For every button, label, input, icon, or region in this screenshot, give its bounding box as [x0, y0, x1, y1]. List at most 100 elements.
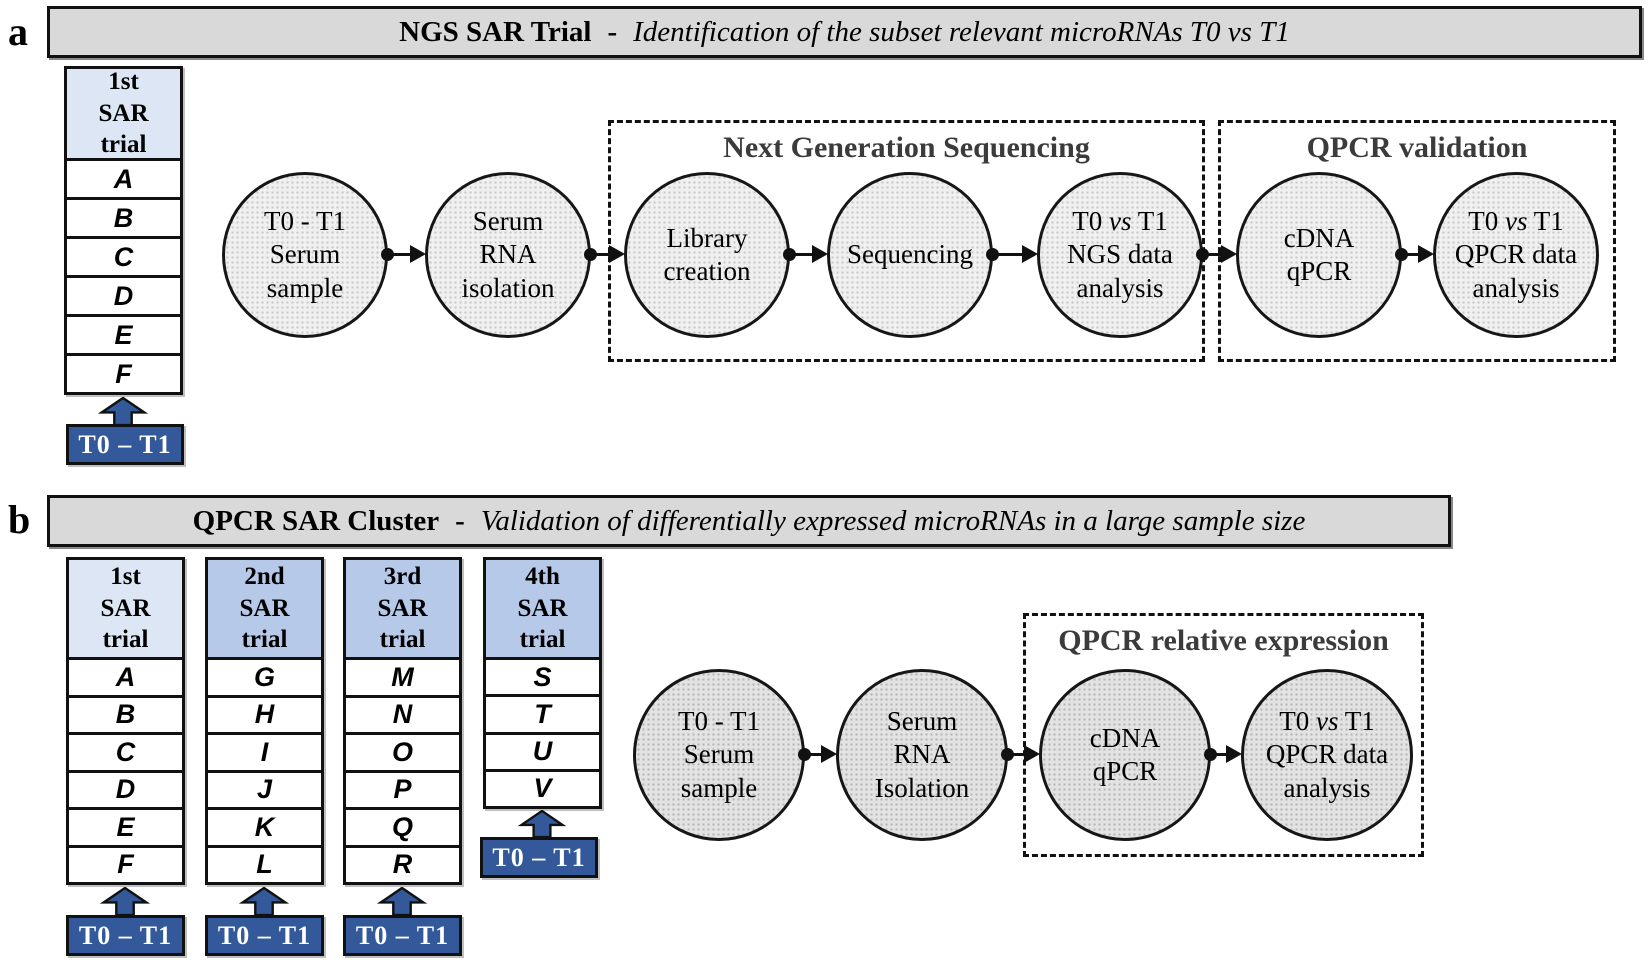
- flow-step-label-line: analysis: [1472, 272, 1560, 303]
- flow-step-label-line: qPCR: [1286, 256, 1352, 286]
- t0t1-tag-b1: T0 – T1: [66, 915, 185, 956]
- trial-row-letter: F: [115, 358, 132, 389]
- trial-row: A: [67, 161, 180, 200]
- flow-step-label-line: cDNA: [1283, 222, 1355, 253]
- trial-row: M: [346, 660, 459, 698]
- flow-connector-arrow: [584, 245, 625, 263]
- flow-step-cdna-qpcr-a: cDNA qPCR: [1236, 172, 1402, 338]
- flow-step-serum-sample-a: T0 - T1 Serum sample: [222, 172, 388, 338]
- trial-row-letter: E: [114, 319, 133, 350]
- trial-row-letter: M: [391, 661, 414, 692]
- flow-step-label-line: isolation: [461, 272, 555, 303]
- trial-row: V: [486, 771, 599, 806]
- flow-step-label-line: Serum: [472, 205, 544, 236]
- flow-step-label-line: RNA: [479, 239, 537, 270]
- panel-b-title-bold: QPCR SAR Cluster: [192, 504, 440, 537]
- flow-connector-arrow: [986, 245, 1038, 263]
- trial-column-header: 1st SAR trial: [69, 560, 182, 660]
- trial-row-letter: G: [253, 661, 275, 692]
- t0t1-tag-a: T0 – T1: [66, 424, 184, 465]
- trial-row-letter: D: [113, 280, 134, 311]
- trial-row: J: [208, 772, 321, 810]
- flow-connector-arrow: [381, 245, 426, 263]
- flow-step-label-line: T0 vs T1: [1468, 205, 1564, 236]
- group-title-ngs: Next Generation Sequencing: [723, 131, 1090, 164]
- trial-row-letter: N: [392, 699, 413, 730]
- flow-step-label-line: qPCR: [1092, 756, 1158, 786]
- flow-step-library-creation: Library creation: [624, 172, 790, 338]
- trial-row: C: [67, 239, 180, 278]
- flow-step-label-line: QPCR data: [1454, 239, 1578, 270]
- panel-b-title-italic: Validation of differentially expressed m…: [480, 504, 1306, 537]
- trial-header-line: trial: [241, 626, 288, 654]
- flow-step-label-line: cDNA: [1089, 722, 1161, 753]
- group-title-qpcr-relative-expression: QPCR relative expression: [1058, 624, 1389, 657]
- up-arrow-icon: [97, 397, 149, 426]
- flow-step-label-line: QPCR data: [1265, 739, 1389, 770]
- trial-row: F: [69, 847, 182, 882]
- flow-step-label-line: NGS data: [1067, 239, 1173, 270]
- panel-a-title-bar: NGS SAR Trial - Identification of the su…: [47, 6, 1642, 58]
- group-title-qpcr-validation: QPCR validation: [1306, 131, 1528, 164]
- trial-row: D: [69, 772, 182, 810]
- trial-row-letter: U: [532, 736, 553, 767]
- trial-row: N: [346, 697, 459, 735]
- trial-row: D: [67, 278, 180, 317]
- trial-row-letter: D: [115, 774, 136, 805]
- trial-header-line: trial: [100, 131, 147, 159]
- group-box-ngs: Next Generation Sequencing: [608, 120, 1205, 362]
- panel-a-title-italic: Identification of the subset relevant mi…: [633, 15, 1290, 48]
- flow-step-label-line: T0 - T1: [264, 205, 346, 236]
- trial-column-header: 1st SAR trial: [67, 68, 180, 161]
- trial-row-letter: K: [254, 811, 275, 842]
- trial-row-letter: J: [256, 774, 273, 805]
- flow-step-rna-isolation-b: Serum RNA Isolation: [836, 669, 1008, 841]
- flow-step-rna-isolation-a: Serum RNA isolation: [425, 172, 591, 338]
- flow-step-ngs-analysis: T0 vs T1 NGS data analysis: [1037, 172, 1203, 338]
- up-arrow-icon: [517, 810, 567, 838]
- flow-step-serum-sample-b: T0 - T1 Serum sample: [633, 669, 805, 841]
- trial-row-letter: B: [115, 699, 136, 730]
- trial-row-letter: C: [115, 736, 136, 767]
- trial-row: G: [208, 660, 321, 698]
- trial-row: P: [346, 772, 459, 810]
- trial-row: H: [208, 697, 321, 735]
- panel-a-title-separator: -: [607, 15, 618, 48]
- flow-step-label-line: T0 vs T1: [1072, 205, 1168, 236]
- trial-row-letter: O: [391, 736, 413, 767]
- trial-row: F: [67, 356, 180, 392]
- trial-header-line: SAR: [377, 594, 428, 622]
- trial-header-line: SAR: [98, 99, 149, 127]
- trial-header-line: 1st: [110, 563, 141, 591]
- up-arrow-icon: [99, 887, 151, 916]
- trial-row: E: [67, 317, 180, 356]
- trial-row-letter: A: [115, 661, 136, 692]
- trial-header-line: SAR: [517, 594, 568, 622]
- trial-row: B: [69, 697, 182, 735]
- trial-column-header: 3rd SAR trial: [346, 560, 459, 660]
- flow-step-label-line: analysis: [1283, 772, 1371, 803]
- flow-step-cdna-qpcr-b: cDNA qPCR: [1039, 669, 1211, 841]
- trial-header-line: SAR: [239, 594, 290, 622]
- panel-a-label: a: [8, 9, 28, 54]
- flow-step-sequencing: Sequencing: [827, 172, 993, 338]
- trial-row-letter: P: [393, 774, 412, 805]
- flow-step-label-line: creation: [663, 256, 751, 286]
- trial-row: Q: [346, 810, 459, 848]
- flow-step-label-line: sample: [680, 772, 758, 803]
- trial-header-line: 2nd: [244, 563, 285, 591]
- t0t1-tag-b3: T0 – T1: [343, 915, 462, 956]
- flow-connector-arrow: [798, 745, 837, 763]
- trial-row: E: [69, 810, 182, 848]
- panel-b-title-bar: QPCR SAR Cluster - Validation of differe…: [47, 495, 1451, 547]
- trial-row-letter: I: [260, 736, 269, 767]
- trial-header-line: 3rd: [383, 563, 422, 591]
- panel-a-title-bold: NGS SAR Trial: [399, 15, 592, 48]
- trial-header-line: trial: [379, 626, 426, 654]
